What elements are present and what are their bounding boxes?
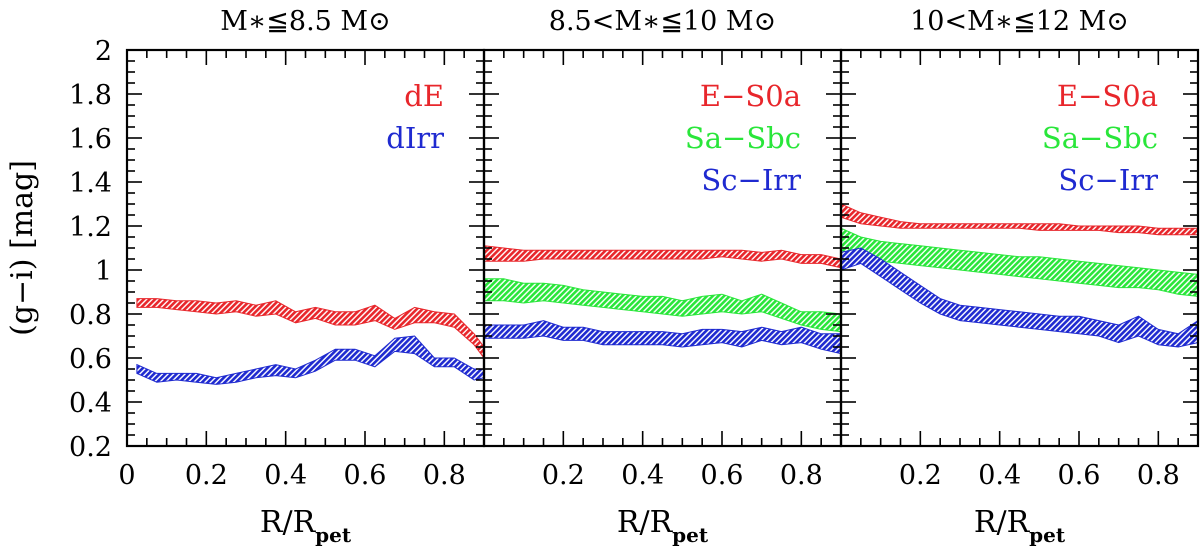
y-tick-label: 0.8: [69, 300, 112, 331]
frames-layer: [125, 48, 1200, 448]
panel-1-title: M∗≦8.5 M⊙: [220, 6, 390, 37]
y-tick-label: 0.2: [69, 432, 112, 463]
panel-2-title: 8.5<M∗≦10 M⊙: [549, 6, 776, 37]
y-tick-label: 1.8: [69, 80, 112, 111]
x-axis-label: R/Rpet: [260, 505, 352, 546]
x-tick-label: 0.8: [780, 460, 823, 491]
y-tick-label: 0.6: [69, 344, 112, 375]
x-tick-label: 0.4: [621, 460, 664, 491]
x-axis-label: R/Rpet: [617, 505, 709, 546]
panel-3-bands: [841, 203, 1198, 348]
x-axis-label: R/Rpet: [974, 505, 1066, 546]
legend-sa-sbc: Sa−Sbc: [685, 121, 801, 155]
legend-de: dE: [404, 79, 444, 113]
x-tick-label: 0.8: [423, 460, 466, 491]
x-tick-label: 0.2: [899, 460, 942, 491]
panel-1-bands: [136, 298, 484, 385]
bands-layer: [136, 203, 1198, 385]
band-sa-sbc: [841, 227, 1198, 297]
x-tick-label: 0.4: [978, 460, 1021, 491]
legend-dirr: dIrr: [386, 121, 444, 155]
x-tick-label: 0.4: [264, 460, 307, 491]
legend-sc-irr: Sc−Irr: [1058, 163, 1158, 197]
panel-2-bands: [484, 245, 841, 355]
band-sc-irr: [484, 320, 841, 355]
x-tick-label: 0.8: [1137, 460, 1180, 491]
panel-3-title: 10<M∗≦12 M⊙: [910, 6, 1129, 37]
y-tick-label: 0.4: [69, 388, 112, 419]
legend-e-s0a: E−S0a: [700, 79, 801, 113]
y-tick-label: 1: [95, 256, 112, 287]
band-de: [136, 298, 484, 359]
band-sa-sbc: [484, 278, 841, 333]
y-tick-label: 1.6: [69, 124, 112, 155]
y-tick-label: 1.4: [69, 168, 112, 199]
y-axis-label: (g−i) [mag]: [5, 160, 40, 336]
band-sc-irr: [841, 247, 1198, 348]
x-tick-label: 0.6: [701, 460, 744, 491]
y-tick-label: 2: [95, 36, 112, 67]
band-e-s0a: [841, 203, 1198, 236]
band-e-s0a: [484, 245, 841, 269]
legend-sc-irr: Sc−Irr: [701, 163, 801, 197]
x-tick-label: 0.2: [185, 460, 228, 491]
legend-sa-sbc: Sa−Sbc: [1042, 121, 1158, 155]
legend-e-s0a: E−S0a: [1057, 79, 1158, 113]
y-tick-label: 1.2: [69, 212, 112, 243]
band-dirr: [136, 335, 484, 385]
x-tick-label: 0: [118, 460, 135, 491]
x-tick-label: 0.2: [542, 460, 585, 491]
x-tick-label: 0.6: [344, 460, 387, 491]
x-tick-label: 0.6: [1058, 460, 1101, 491]
